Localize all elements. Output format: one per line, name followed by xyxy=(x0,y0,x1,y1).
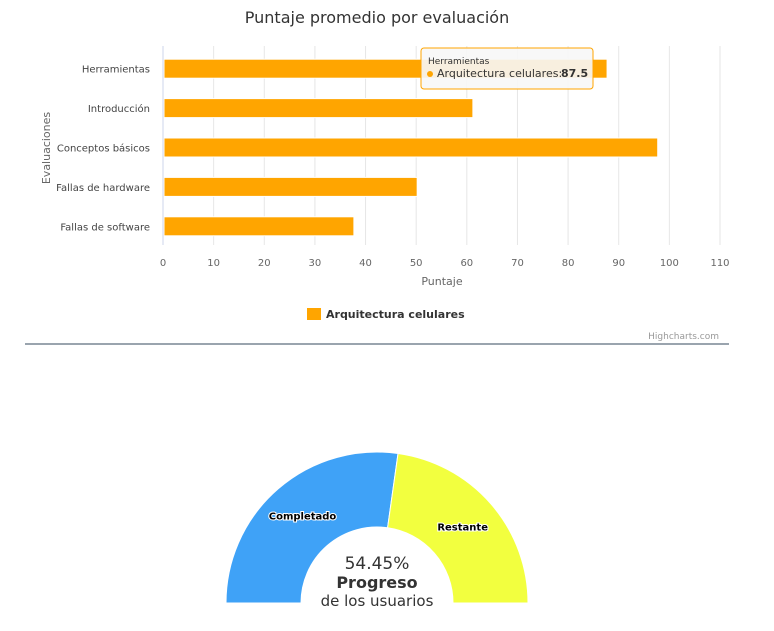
y-tick-label: Conceptos básicos xyxy=(57,143,150,155)
y-tick-label: Introducción xyxy=(88,103,150,115)
x-tick-label: 90 xyxy=(612,258,625,269)
tooltip: Herramientas Arquitectura celulares: 87.… xyxy=(420,47,594,90)
x-tick-label: 40 xyxy=(359,258,372,269)
progress-value: 54.45% xyxy=(345,554,410,574)
legend-label[interactable]: Arquitectura celulares xyxy=(326,308,465,321)
tooltip-category: Herramientas xyxy=(428,57,490,67)
x-tick-label: 110 xyxy=(710,258,729,269)
donut-slice[interactable] xyxy=(387,452,529,604)
progress-subtitle: de los usuarios xyxy=(321,592,434,610)
progress-donut: Completado Restante xyxy=(225,451,529,604)
x-tick-label: 10 xyxy=(207,258,220,269)
x-axis-title: Puntaje xyxy=(421,275,462,288)
tooltip-series-dot xyxy=(427,71,433,77)
x-tick-label: 60 xyxy=(460,258,473,269)
tooltip-value: 87.5 xyxy=(561,67,588,80)
legend[interactable]: Arquitectura celulares xyxy=(307,308,465,321)
bar[interactable] xyxy=(163,98,474,119)
bar[interactable] xyxy=(163,176,418,197)
y-axis-title: Evaluaciones xyxy=(40,112,53,185)
bar-chart-title: Puntaje promedio por evaluación xyxy=(245,8,509,27)
y-axis-ticks: Herramientas Introducción Conceptos básico… xyxy=(56,65,150,234)
x-tick-label: 100 xyxy=(660,258,679,269)
bar[interactable] xyxy=(163,137,659,158)
y-tick-label: Herramientas xyxy=(82,65,150,76)
x-tick-label: 30 xyxy=(309,258,322,269)
x-tick-label: 70 xyxy=(511,258,524,269)
x-axis-ticks: 0 10 20 30 40 50 60 70 80 90 100 110 xyxy=(160,258,730,269)
x-tick-label: 50 xyxy=(410,258,423,269)
tooltip-box xyxy=(420,47,594,90)
y-tick-label: Fallas de hardware xyxy=(56,183,150,194)
x-tick-label: 0 xyxy=(160,258,166,269)
donut-slice-label: Restante xyxy=(437,523,488,534)
x-tick-label: 80 xyxy=(562,258,575,269)
donut-slice[interactable] xyxy=(225,451,399,604)
tooltip-series-label: Arquitectura celulares: xyxy=(437,67,562,80)
progress-title: Progreso xyxy=(336,573,417,592)
legend-swatch xyxy=(307,308,321,320)
x-tick-label: 20 xyxy=(258,258,271,269)
donut-slice-label: Completado xyxy=(269,511,337,522)
bar[interactable] xyxy=(163,216,355,237)
credits[interactable]: Highcharts.com xyxy=(648,332,719,342)
y-tick-label: Fallas de software xyxy=(60,222,150,233)
